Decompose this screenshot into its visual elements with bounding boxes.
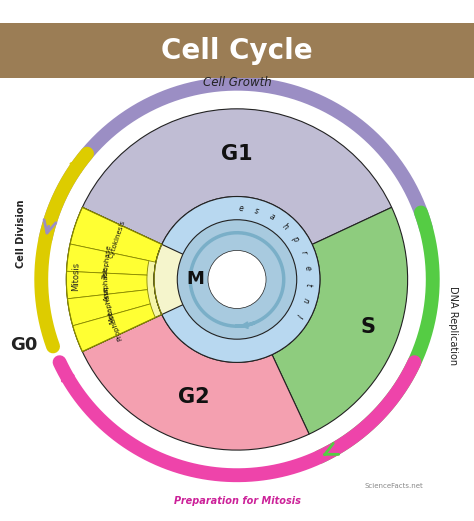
- Text: t: t: [303, 282, 313, 286]
- Text: n: n: [300, 296, 310, 304]
- Wedge shape: [82, 109, 392, 244]
- Text: G2: G2: [178, 388, 210, 407]
- Wedge shape: [66, 244, 149, 275]
- Text: Cell Cycle: Cell Cycle: [161, 37, 313, 65]
- Text: r: r: [299, 250, 308, 256]
- Text: Preparation for Mitosis: Preparation for Mitosis: [173, 497, 301, 506]
- Wedge shape: [66, 271, 147, 299]
- Text: Prophase: Prophase: [107, 309, 123, 341]
- Text: Cytokinesis: Cytokinesis: [108, 219, 126, 259]
- Text: Cell Growth: Cell Growth: [202, 76, 272, 89]
- Text: G0: G0: [10, 336, 37, 354]
- Wedge shape: [82, 315, 309, 450]
- Wedge shape: [67, 290, 150, 326]
- Text: s: s: [254, 206, 260, 216]
- Text: e: e: [238, 204, 243, 213]
- Circle shape: [154, 196, 320, 363]
- Text: e: e: [302, 265, 312, 271]
- Wedge shape: [70, 207, 162, 262]
- Text: Metaphase: Metaphase: [102, 286, 116, 324]
- Circle shape: [177, 220, 297, 339]
- Text: p: p: [291, 234, 301, 243]
- Wedge shape: [66, 207, 162, 352]
- Wedge shape: [73, 304, 155, 352]
- Text: I: I: [294, 312, 303, 318]
- Text: DNA Replication: DNA Replication: [447, 286, 457, 365]
- Wedge shape: [272, 207, 408, 434]
- Text: a: a: [267, 212, 276, 222]
- Text: Telophase: Telophase: [102, 245, 113, 280]
- Text: Cell Division: Cell Division: [17, 200, 27, 268]
- Wedge shape: [154, 244, 237, 315]
- Bar: [0, 23, 474, 78]
- Circle shape: [208, 251, 266, 308]
- Text: G1: G1: [221, 144, 253, 164]
- Text: S: S: [361, 317, 376, 337]
- Text: Anaphase: Anaphase: [103, 266, 110, 301]
- Text: M: M: [186, 270, 204, 289]
- Text: ScienceFacts.net: ScienceFacts.net: [364, 482, 423, 489]
- Text: h: h: [280, 221, 290, 231]
- Text: Mitosis: Mitosis: [71, 262, 81, 291]
